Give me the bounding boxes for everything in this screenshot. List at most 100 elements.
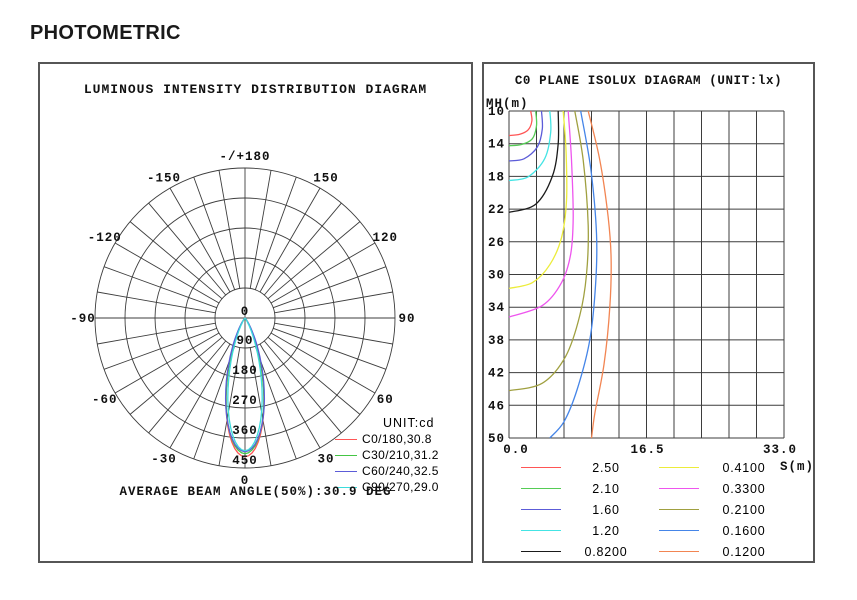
isolux-contour-0.2100: [508, 110, 589, 392]
polar-legend-rows: C0/180,30.8 C30/210,31.2 C60/240,32.5 C90/2…: [335, 431, 439, 495]
isolux-chart: 10 14 18 22 26 30 34 38 42 46 500.0 16.5 33.0: [488, 105, 797, 457]
isolux-contour-0.1200: [587, 110, 612, 439]
polar-ring-label: 450: [232, 454, 258, 468]
isolux-legend-value: 0.4100: [722, 460, 766, 475]
isolux-legend-value: 0.1200: [722, 544, 766, 559]
polar-legend-label: C0/180,30.8: [362, 432, 432, 446]
polar-legend-unit: UNIT:cd: [383, 416, 435, 430]
polar-ring-label: 360: [232, 424, 258, 438]
isolux-contour-1.20: [508, 110, 552, 182]
polar-legend-item: C30/210,31.2: [335, 447, 439, 463]
polar-ring-label: 90: [236, 334, 253, 348]
isolux-chart-title: C0 PLANE ISOLUX DIAGRAM (UNIT:lx): [514, 74, 783, 88]
polar-angle-label: -90: [70, 312, 96, 326]
polar-labels: 0 90 180 270 360 450 -/+180 150 120 90 60 30 0 -30 -60…: [70, 150, 415, 488]
isolux-legend-swatch: [521, 509, 561, 510]
isolux-y-tick: 42: [488, 367, 505, 381]
isolux-legend-swatch: [521, 530, 561, 531]
isolux-legend-swatch: [521, 467, 561, 468]
isolux-contour-0.3300: [508, 110, 574, 318]
isolux-panel: C0 PLANE ISOLUX DIAGRAM (UNIT:lx) MH(m) …: [482, 62, 815, 563]
polar-ring-label: 270: [232, 394, 258, 408]
isolux-y-tick: 22: [488, 203, 505, 217]
polar-angle-label: 30: [317, 452, 334, 466]
polar-legend-swatch: [335, 486, 357, 488]
polar-intensity-chart: 0 90 180 270 360 450 -/+180 150 120 90 60 30 0 -30 -60…: [70, 150, 415, 488]
isolux-legend-item: 1.20: [521, 520, 651, 541]
polar-legend-item: C90/270,29.0: [335, 479, 439, 495]
isolux-legend-item: 0.2100: [659, 499, 789, 520]
isolux-x-axis-label: S(m): [780, 460, 815, 474]
polar-legend-swatch: [335, 438, 357, 440]
polar-center-label: 0: [241, 305, 250, 319]
polar-series-curves: [224, 317, 266, 458]
isolux-legend-value: 0.2100: [722, 502, 766, 517]
isolux-y-tick: 30: [488, 269, 505, 283]
isolux-y-axis-label: MH(m): [486, 97, 529, 111]
polar-angle-label: -60: [92, 393, 118, 407]
isolux-legend-swatch: [659, 467, 699, 468]
isolux-x-tick: 33.0: [763, 443, 797, 457]
isolux-legend-item: 0.1200: [659, 541, 789, 562]
isolux-contour-2.10: [508, 110, 538, 147]
isolux-y-tick: 34: [488, 301, 505, 315]
isolux-legend-item: 2.50: [521, 457, 651, 478]
polar-legend-item: C0/180,30.8: [335, 431, 439, 447]
isolux-legend-item: 1.60: [521, 499, 651, 520]
polar-angle-label: 0: [241, 474, 250, 488]
polar-legend-label: C90/270,29.0: [362, 480, 439, 494]
polar-angle-label: 120: [373, 231, 399, 245]
polar-angle-label: -/+180: [219, 150, 270, 164]
isolux-contours: [508, 110, 612, 439]
isolux-y-tick: 38: [488, 334, 505, 348]
polar-angle-label: -150: [147, 172, 181, 186]
polar-chart-title: LUMINOUS INTENSITY DISTRIBUTION DIAGRAM: [83, 82, 428, 97]
isolux-contour-1.60: [508, 110, 544, 162]
polar-angle-label: 90: [398, 312, 415, 326]
isolux-legend-item: 0.4100: [659, 457, 789, 478]
polar-angle-label: -120: [88, 231, 122, 245]
isolux-legend-item: 0.3300: [659, 478, 789, 499]
polar-legend-label: C60/240,32.5: [362, 464, 439, 478]
isolux-grid: [508, 110, 785, 439]
page-title: PHOTOMETRIC: [30, 22, 181, 44]
polar-ring-label: 180: [232, 364, 258, 378]
isolux-legend-value: 1.20: [592, 523, 620, 538]
polar-angle-label: 150: [313, 172, 339, 186]
isolux-legend-value: 1.60: [592, 502, 620, 517]
isolux-legend-swatch: [521, 488, 561, 489]
isolux-legend-value: 2.10: [592, 481, 620, 496]
isolux-legend-value: 0.8200: [584, 544, 628, 559]
isolux-legend-value: 2.50: [592, 460, 620, 475]
isolux-legend-column-2: 0.4100 0.3300 0.2100 0.1600 0.1200: [659, 457, 789, 562]
isolux-x-tick: 0.0: [503, 443, 529, 457]
isolux-legend-value: 0.3300: [722, 481, 766, 496]
isolux-contour-0.1600: [549, 110, 598, 439]
polar-legend: UNIT:cd C0/180,30.8 C30/210,31.2 C60/240,3…: [335, 416, 439, 495]
isolux-tick-labels: 10 14 18 22 26 30 34 38 42 46 500.0 16.5 33.0: [488, 105, 797, 457]
isolux-legend-swatch: [659, 488, 699, 489]
polar-panel: LUMINOUS INTENSITY DISTRIBUTION DIAGRAM …: [38, 62, 473, 563]
isolux-legend-item: 0.8200: [521, 541, 651, 562]
isolux-y-tick: 50: [488, 432, 505, 446]
isolux-legend-swatch: [659, 551, 699, 552]
isolux-legend-item: 2.10: [521, 478, 651, 499]
isolux-legend-swatch: [659, 509, 699, 510]
polar-angle-label: 60: [377, 393, 394, 407]
isolux-contour-2.50: [508, 110, 533, 137]
isolux-y-tick: 18: [488, 170, 505, 184]
isolux-legend-value: 0.1600: [722, 523, 766, 538]
isolux-y-tick: 14: [488, 138, 505, 152]
isolux-legend-item: 0.1600: [659, 520, 789, 541]
isolux-y-tick: 26: [488, 236, 505, 250]
isolux-x-tick: 16.5: [630, 443, 664, 457]
isolux-y-tick: 10: [488, 105, 505, 119]
isolux-legend-column-1: 2.50 2.10 1.60 1.20 0.8200: [521, 457, 651, 562]
isolux-legend-swatch: [659, 530, 699, 531]
polar-legend-label: C30/210,31.2: [362, 448, 439, 462]
polar-beam-angle-caption: AVERAGE BEAM ANGLE(50%):30.9 DEG: [119, 485, 392, 499]
isolux-y-tick: 46: [488, 399, 505, 413]
polar-legend-swatch: [335, 454, 357, 456]
polar-legend-item: C60/240,32.5: [335, 463, 439, 479]
